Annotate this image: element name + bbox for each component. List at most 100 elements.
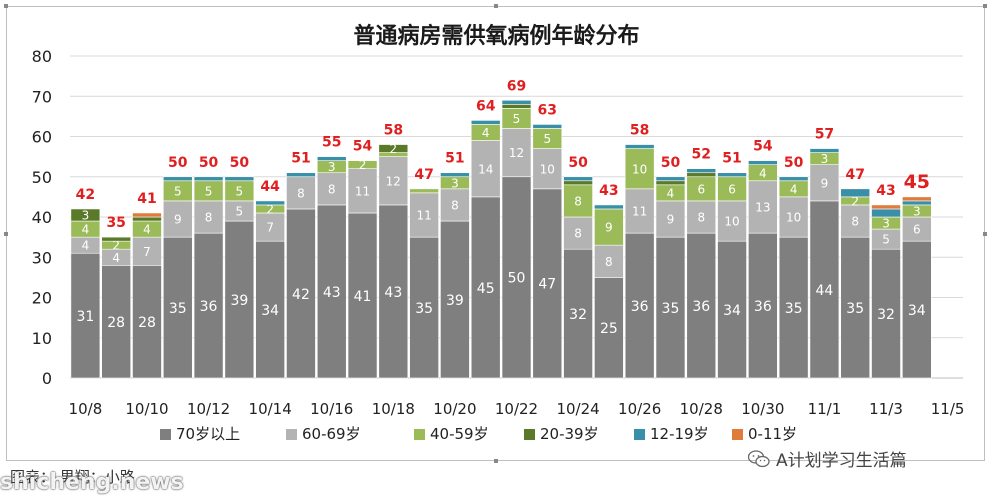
data-label: 7 [266,221,274,235]
bar-segment [778,236,809,379]
bar-segment [101,264,131,379]
x-tick-label: 10/10 [125,400,168,418]
x-tick-label: 10/30 [741,400,784,418]
bar-segment [162,200,193,238]
x-tick-label: 10/18 [372,400,415,418]
bar-segment [686,176,717,202]
legend-swatch [160,429,171,440]
footer-watermark: shicheng.news [0,470,184,495]
total-label: 44 [260,179,280,195]
bar-segment [840,204,871,238]
data-label: 44 [816,283,834,299]
data-label: 2 [266,203,274,217]
resize-handle-left[interactable] [4,232,8,236]
bar-segment [624,148,655,190]
legend-swatch [634,429,645,440]
data-label: 8 [574,194,582,208]
resize-handle-top-right[interactable] [983,4,987,8]
data-label: 11 [355,184,370,198]
x-tick-label: 10/22 [495,400,538,418]
bar-segment [347,212,378,379]
bar-segment [70,208,101,222]
total-label: 51 [291,151,310,167]
data-label: 10 [786,211,801,225]
bar-segment [717,172,747,178]
data-label: 6 [697,182,705,196]
data-label: 5 [882,233,890,247]
data-label: 2 [359,158,367,172]
x-tick-label: 10/8 [69,400,103,418]
bar-segment [162,236,193,379]
bar-segment [286,176,316,210]
data-label: 4 [667,186,675,200]
total-label: 55 [322,135,341,151]
y-tick-label: 70 [32,87,52,106]
bar-segment [594,244,624,278]
bar-segment [686,232,717,379]
data-label: 3 [82,209,90,223]
bar-segment [778,196,809,238]
data-label: 5 [236,205,244,219]
data-label: 32 [877,307,895,323]
data-label: 35 [662,301,680,317]
bar-segment [255,240,285,379]
data-label: 2 [112,239,120,253]
data-label: 8 [697,211,705,225]
total-label: 54 [353,139,373,155]
data-label: 8 [605,255,613,269]
y-tick-label: 10 [32,329,52,348]
bar-segment [871,208,901,218]
bar-segment [532,124,563,129]
bar-segment [224,220,255,379]
x-tick-label: 10/24 [556,400,599,418]
data-label: 10 [540,162,555,176]
data-label: 35 [785,301,803,317]
data-label: 4 [82,239,90,253]
bar-segment [563,184,593,218]
resize-handle-top[interactable] [494,4,498,8]
legend-label: 12-19岁 [650,425,709,443]
bar-segment [470,140,501,198]
data-label: 41 [354,289,372,305]
legend-label: 20-39岁 [540,425,599,443]
y-tick-label: 40 [32,208,52,227]
data-label: 3 [882,217,890,231]
total-label: 63 [538,102,557,118]
data-label: 8 [297,186,305,200]
wechat-icon [748,449,770,467]
data-label: 39 [230,293,248,309]
resize-handle-top-left[interactable] [4,4,8,8]
legend-swatch [414,429,425,440]
x-tick-label: 10/12 [187,400,230,418]
bar-segment [748,160,778,165]
x-tick-label: 10/28 [680,400,723,418]
y-tick-label: 30 [32,248,52,267]
resize-handle-right[interactable] [983,232,987,236]
bar-segment [378,144,409,153]
bar-segment [316,156,347,161]
data-label: 6 [913,223,921,237]
bar-segment [624,232,655,379]
resize-handle-bottom[interactable] [494,459,498,463]
bar-segment [501,128,532,178]
data-label: 5 [236,184,244,198]
data-label: 3 [328,160,336,174]
data-label: 8 [851,215,859,229]
bar-segment [717,200,747,242]
y-tick-label: 0 [42,369,52,388]
footer-credit: 图表： 男翔：小路 [10,468,135,486]
footer-account: A计划学习生活篇 [748,446,907,471]
data-label: 35 [415,301,433,317]
data-label: 9 [667,213,675,227]
total-label: 43 [876,183,895,199]
stacked-bar-chart: 0 10 20 30 40 50 60 70 80 10/8 10/10 10/12 10/14 10/1… [32,47,965,443]
data-label: 50 [508,271,526,287]
bar-segment [132,236,162,266]
legend-swatch [286,429,297,440]
bar-segment [563,216,593,250]
total-label: 51 [445,151,464,167]
legend-swatch [732,429,743,440]
bar-segment [717,176,747,202]
total-label: 50 [168,155,188,171]
data-label: 31 [76,309,94,325]
